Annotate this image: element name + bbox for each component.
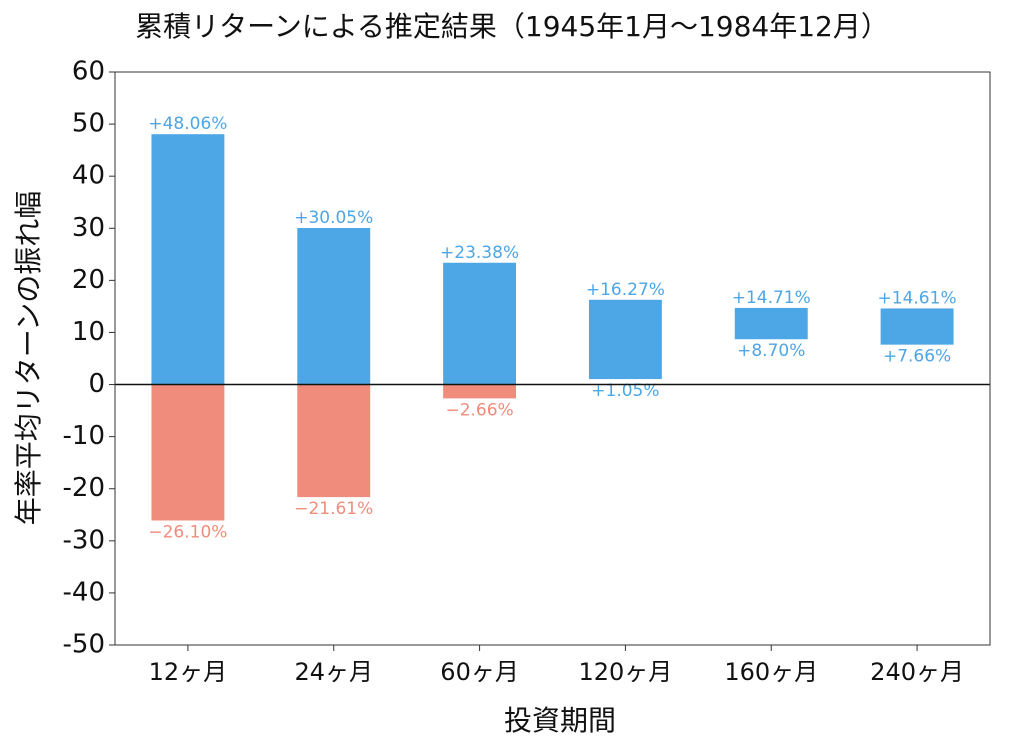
value-label: +16.27% (586, 280, 665, 300)
x-tick-label: 240ヶ月 (870, 658, 964, 686)
bar-negative (297, 384, 371, 498)
y-tick-label: 10 (72, 317, 105, 347)
y-tick-label: 40 (72, 161, 105, 191)
y-tick-label: 60 (72, 57, 105, 87)
y-tick-label: -50 (63, 630, 105, 660)
bar-positive (734, 307, 808, 340)
chart-title: 累積リターンによる推定結果（1945年1月～1984年12月） (135, 10, 889, 43)
bar-negative (151, 384, 225, 521)
value-label: +7.66% (883, 347, 951, 367)
bar-positive (588, 299, 662, 380)
y-axis-label: 年率平均リターンの振れ幅 (12, 191, 45, 526)
value-label: +1.05% (591, 381, 659, 401)
bar-negative (443, 384, 517, 399)
bar-positive (151, 134, 225, 385)
value-label: +14.61% (878, 288, 957, 308)
y-tick-label: 50 (72, 109, 105, 139)
x-tick-label: 24ヶ月 (294, 658, 373, 686)
value-label: −26.10% (148, 523, 227, 543)
y-tick-label: 0 (88, 369, 105, 399)
plot-frame (114, 71, 991, 646)
y-tick-label: -20 (63, 473, 105, 503)
x-tick-label: 160ヶ月 (724, 658, 818, 686)
value-label: +23.38% (440, 243, 519, 263)
x-axis-label: 投資期間 (504, 704, 616, 737)
value-label: −2.66% (445, 400, 513, 420)
value-label: +48.06% (148, 114, 227, 134)
value-label: +30.05% (294, 208, 373, 228)
value-label: +8.70% (737, 341, 805, 361)
x-tick-label: 120ヶ月 (579, 658, 673, 686)
bar-positive (880, 308, 954, 345)
x-tick-label: 60ヶ月 (440, 658, 519, 686)
value-label: +14.71% (732, 288, 811, 308)
y-tick-label: -10 (63, 421, 105, 451)
x-tick-label: 12ヶ月 (149, 658, 228, 686)
bar-positive (443, 262, 517, 385)
y-tick-label: -40 (63, 577, 105, 607)
y-tick-label: -30 (63, 525, 105, 555)
y-tick-label: 20 (72, 265, 105, 295)
value-label: −21.61% (294, 499, 373, 519)
bar-positive (297, 228, 371, 385)
y-tick-label: 30 (72, 213, 105, 243)
